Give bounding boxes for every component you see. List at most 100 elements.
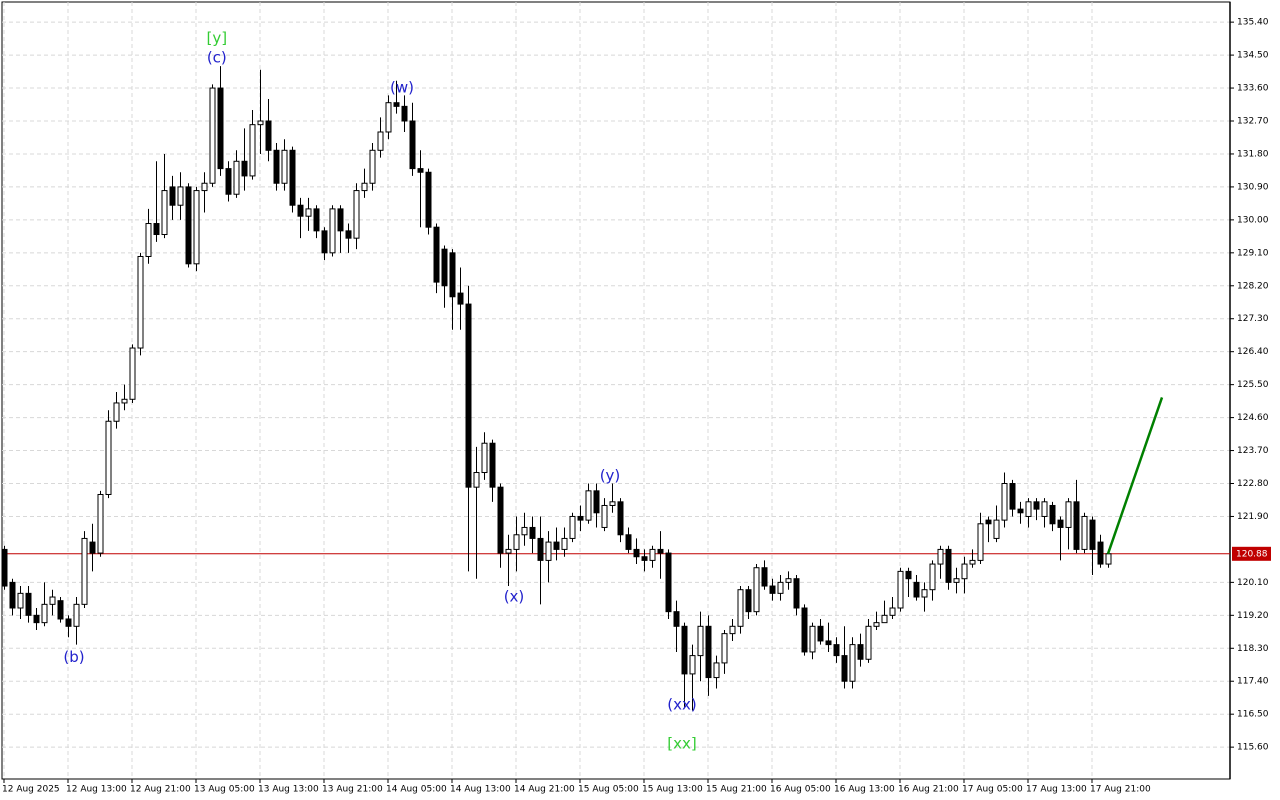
y-tick-label: 128.20 bbox=[1237, 281, 1269, 291]
candle-body bbox=[1105, 553, 1112, 565]
y-tick-label: 130.00 bbox=[1237, 215, 1269, 225]
candle-body bbox=[337, 208, 344, 232]
x-tick-label: 14 Aug 21:00 bbox=[514, 785, 575, 795]
candle-body bbox=[273, 149, 280, 184]
y-tick-label: 118.30 bbox=[1237, 644, 1269, 654]
x-tick-label: 12 Aug 21:00 bbox=[130, 785, 191, 795]
candle-body bbox=[1001, 483, 1008, 521]
candle-body bbox=[905, 570, 912, 580]
candle-body bbox=[601, 504, 608, 528]
candle-body bbox=[793, 578, 800, 609]
candle-body bbox=[417, 168, 424, 173]
candle-body bbox=[1057, 519, 1064, 528]
candle-body bbox=[985, 519, 992, 525]
candle-body bbox=[177, 186, 184, 206]
candle-body bbox=[9, 581, 16, 609]
candle-body bbox=[865, 625, 872, 660]
y-tick-label: 135.40 bbox=[1237, 18, 1269, 28]
candle-body bbox=[497, 486, 504, 554]
candle-body bbox=[393, 102, 400, 107]
candle-body bbox=[217, 87, 224, 170]
candle-body bbox=[1033, 501, 1040, 510]
candle-body bbox=[801, 607, 808, 653]
candle-body bbox=[17, 592, 24, 609]
candle-body bbox=[737, 589, 744, 627]
candle-body bbox=[1073, 501, 1080, 550]
candle-body bbox=[817, 625, 824, 642]
y-tick-label: 121.90 bbox=[1237, 512, 1269, 522]
candle-body bbox=[1097, 541, 1104, 565]
y-tick-label: 123.70 bbox=[1237, 446, 1269, 456]
candle-body bbox=[561, 537, 568, 550]
candle-body bbox=[401, 105, 408, 122]
candle-body bbox=[225, 168, 232, 195]
wave-label: (b) bbox=[63, 648, 84, 666]
candle-body bbox=[545, 541, 552, 561]
candle-body bbox=[121, 398, 128, 404]
last-price-label: 120.88 bbox=[1236, 549, 1268, 559]
y-tick-label: 130.90 bbox=[1237, 182, 1269, 192]
candle-body bbox=[49, 596, 56, 605]
candle-body bbox=[321, 230, 328, 254]
candle-body bbox=[425, 171, 432, 228]
x-tick-label: 13 Aug 13:00 bbox=[258, 785, 319, 795]
candle-body bbox=[521, 526, 528, 536]
candle-body bbox=[97, 493, 104, 554]
candle-body bbox=[625, 534, 632, 550]
candle-body bbox=[33, 614, 40, 624]
candle-body bbox=[241, 160, 248, 177]
candle-body bbox=[689, 655, 696, 675]
wave-label: (c) bbox=[207, 49, 227, 67]
wave-label: (w) bbox=[390, 79, 414, 97]
x-tick-label: 13 Aug 05:00 bbox=[194, 785, 255, 795]
x-tick-label: 15 Aug 05:00 bbox=[578, 785, 639, 795]
candle-body bbox=[209, 87, 216, 184]
x-tick-label: 15 Aug 21:00 bbox=[706, 785, 767, 795]
candle-body bbox=[193, 190, 200, 265]
candle-body bbox=[161, 190, 168, 236]
candle-body bbox=[953, 578, 960, 583]
candle-body bbox=[761, 567, 768, 587]
candle-body bbox=[361, 182, 368, 192]
candle-body bbox=[769, 585, 776, 594]
candle-body bbox=[385, 102, 392, 133]
candle-body bbox=[153, 223, 160, 236]
candle-body bbox=[681, 625, 688, 675]
candle-body bbox=[745, 589, 752, 613]
candle-body bbox=[1081, 515, 1088, 550]
y-tick-label: 116.50 bbox=[1237, 710, 1269, 720]
x-tick-label: 17 Aug 13:00 bbox=[1026, 785, 1087, 795]
candle-body bbox=[465, 303, 472, 488]
candle-body bbox=[977, 523, 984, 561]
y-tick-label: 133.60 bbox=[1237, 84, 1269, 94]
candle-body bbox=[105, 420, 112, 495]
candle-body bbox=[713, 662, 720, 679]
candle-body bbox=[569, 515, 576, 539]
candle-body bbox=[809, 625, 816, 653]
candle-body bbox=[1025, 501, 1032, 517]
candle-body bbox=[233, 160, 240, 195]
candle-body bbox=[593, 490, 600, 514]
candle-body bbox=[281, 149, 288, 184]
y-tick-label: 115.60 bbox=[1237, 743, 1269, 753]
candle-body bbox=[993, 519, 1000, 539]
candle-body bbox=[785, 578, 792, 583]
candle-body bbox=[777, 581, 784, 594]
candle-body bbox=[1041, 501, 1048, 517]
candle-body bbox=[585, 490, 592, 521]
candle-body bbox=[449, 252, 456, 298]
candle-body bbox=[297, 204, 304, 217]
candle-body bbox=[129, 347, 136, 400]
wave-label: [xx] bbox=[667, 735, 696, 753]
candle-body bbox=[945, 548, 952, 583]
candle-body bbox=[553, 541, 560, 550]
candle-body bbox=[889, 607, 896, 616]
candle-body bbox=[489, 442, 496, 488]
candle-body bbox=[841, 655, 848, 682]
x-tick-label: 16 Aug 05:00 bbox=[770, 785, 831, 795]
candle-body bbox=[705, 625, 712, 679]
y-tick-label: 119.20 bbox=[1237, 611, 1269, 621]
candle-body bbox=[697, 625, 704, 657]
